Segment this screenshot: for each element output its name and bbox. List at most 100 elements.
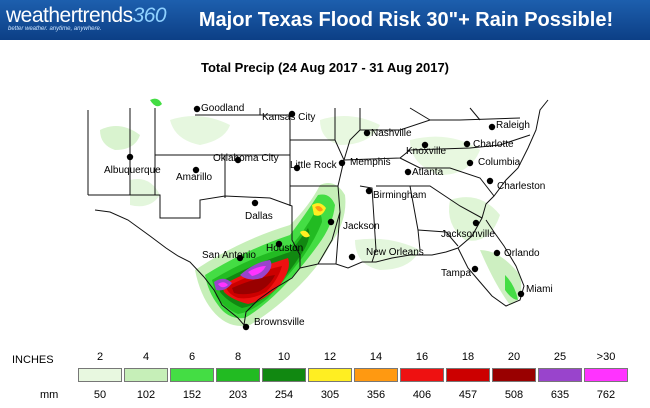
legend-color-swatch	[308, 368, 352, 382]
legend-inches-value: 10	[277, 351, 291, 363]
legend-mm-value: 508	[504, 389, 524, 401]
city-dot	[192, 166, 200, 174]
city-dot	[363, 129, 371, 137]
legend-color-swatch	[492, 368, 536, 382]
state-boundaries	[87, 99, 549, 327]
city-label-san-antonio: San Antonio	[202, 250, 256, 261]
legend-inches-value: 6	[188, 351, 196, 363]
legend-color-swatch	[400, 368, 444, 382]
city-label-brownsville: Brownsville	[254, 317, 305, 328]
legend-color-swatch	[262, 368, 306, 382]
legend-mm-value: 152	[182, 389, 202, 401]
legend-inches-value: 8	[234, 351, 242, 363]
map-title: Total Precip (24 Aug 2017 - 31 Aug 2017)	[200, 60, 450, 75]
legend-mm-value: 457	[458, 389, 478, 401]
legend-color-swatch	[354, 368, 398, 382]
city-label-oklahoma-city: Oklahoma City	[213, 153, 279, 164]
city-dot	[466, 159, 474, 167]
city-label-houston: Houston	[266, 243, 304, 254]
city-dot	[517, 290, 525, 298]
city-dot	[404, 168, 412, 176]
legend-mm-value: 305	[320, 389, 340, 401]
city-label-goodland: Goodland	[201, 103, 245, 114]
legend-mm-value: 203	[228, 389, 248, 401]
city-dot	[327, 218, 335, 226]
legend-inches-value: 4	[142, 351, 150, 363]
city-label-orlando: Orlando	[504, 248, 540, 259]
legend-inches-value: 12	[323, 351, 337, 363]
city-dot	[421, 141, 429, 149]
city-label-nashville: Nashville	[371, 128, 412, 139]
header-banner: weathertrends360 better weather. anytime…	[0, 0, 650, 40]
city-label-knoxville: Knoxville	[406, 146, 447, 157]
city-label-little-rock: Little Rock	[290, 160, 337, 171]
legend-inches-value: 25	[553, 351, 567, 363]
legend-inches-value: 16	[415, 351, 429, 363]
city-markers	[126, 105, 525, 331]
city-dot	[488, 123, 496, 131]
city-dot	[288, 110, 296, 118]
city-label-albuquerque: Albuquerque	[104, 165, 161, 176]
legend-color-swatch	[170, 368, 214, 382]
legend-mm-value: 406	[412, 389, 432, 401]
city-label-birmingham: Birmingham	[373, 190, 427, 201]
city-label-charleston: Charleston	[497, 181, 546, 192]
city-dot	[236, 254, 244, 262]
city-dot	[365, 187, 373, 195]
logo-tagline: better weather. anytime, anywhere.	[8, 26, 102, 32]
logo-wordmark: weathertrends360	[6, 4, 167, 28]
legend-inches-value: 14	[369, 351, 383, 363]
legend-mm-value: 102	[136, 389, 156, 401]
legend-color-swatch	[538, 368, 582, 382]
legend-color-swatch	[584, 368, 628, 382]
legend-inches-value: >30	[596, 351, 616, 363]
legend-color-swatch	[78, 368, 122, 382]
weathertrends-logo[interactable]: weathertrends360 better weather. anytime…	[6, 4, 167, 36]
legend-color-swatch	[446, 368, 490, 382]
city-dot	[126, 153, 134, 161]
city-label-charlotte: Charlotte	[473, 139, 514, 150]
legend-inches-value: 18	[461, 351, 475, 363]
logo-number: 360	[132, 4, 167, 27]
city-dot	[242, 323, 250, 331]
city-label-columbia: Columbia	[478, 157, 521, 168]
legend-mm-value: 356	[366, 389, 386, 401]
city-label-kansas-city: Kansas City	[262, 112, 316, 123]
legend-mm-value: 762	[596, 389, 616, 401]
legend-color-swatch	[216, 368, 260, 382]
city-label-miami: Miami	[526, 284, 553, 295]
city-dot	[463, 140, 471, 148]
city-dot	[486, 177, 494, 185]
city-dot	[234, 156, 242, 164]
city-dot	[251, 199, 259, 207]
city-label-new-orleans: New Orleans	[366, 247, 424, 258]
legend-mm-value: 254	[274, 389, 294, 401]
precip-shading	[100, 98, 522, 326]
logo-text: weathertrends	[6, 4, 133, 27]
city-label-tampa: Tampa	[441, 268, 472, 279]
city-dot	[348, 253, 356, 261]
city-dot	[338, 159, 346, 167]
legend-color-swatch	[124, 368, 168, 382]
legend-mm-label: mm	[40, 389, 59, 401]
city-label-raleigh: Raleigh	[496, 120, 530, 131]
legend-inches-label: INCHES	[12, 354, 54, 366]
city-dot	[275, 240, 283, 248]
city-label-amarillo: Amarillo	[176, 172, 213, 183]
legend-inches-value: 2	[96, 351, 104, 363]
legend-inches-value: 20	[507, 351, 521, 363]
legend-mm-value: 50	[93, 389, 107, 401]
legend-mm-value: 635	[550, 389, 570, 401]
city-dot	[493, 249, 501, 257]
city-label-memphis: Memphis	[350, 157, 391, 168]
city-label-atlanta: Atlanta	[412, 167, 444, 178]
city-label-dallas: Dallas	[245, 211, 273, 222]
city-dot	[471, 265, 479, 273]
city-label-jacksonville: Jacksonville	[441, 229, 495, 240]
city-label-jackson: Jackson	[343, 221, 380, 232]
city-dot	[193, 105, 201, 113]
city-dot	[293, 164, 301, 172]
headline: Major Texas Flood Risk 30"+ Rain Possibl…	[198, 9, 614, 31]
city-dot	[472, 219, 480, 227]
